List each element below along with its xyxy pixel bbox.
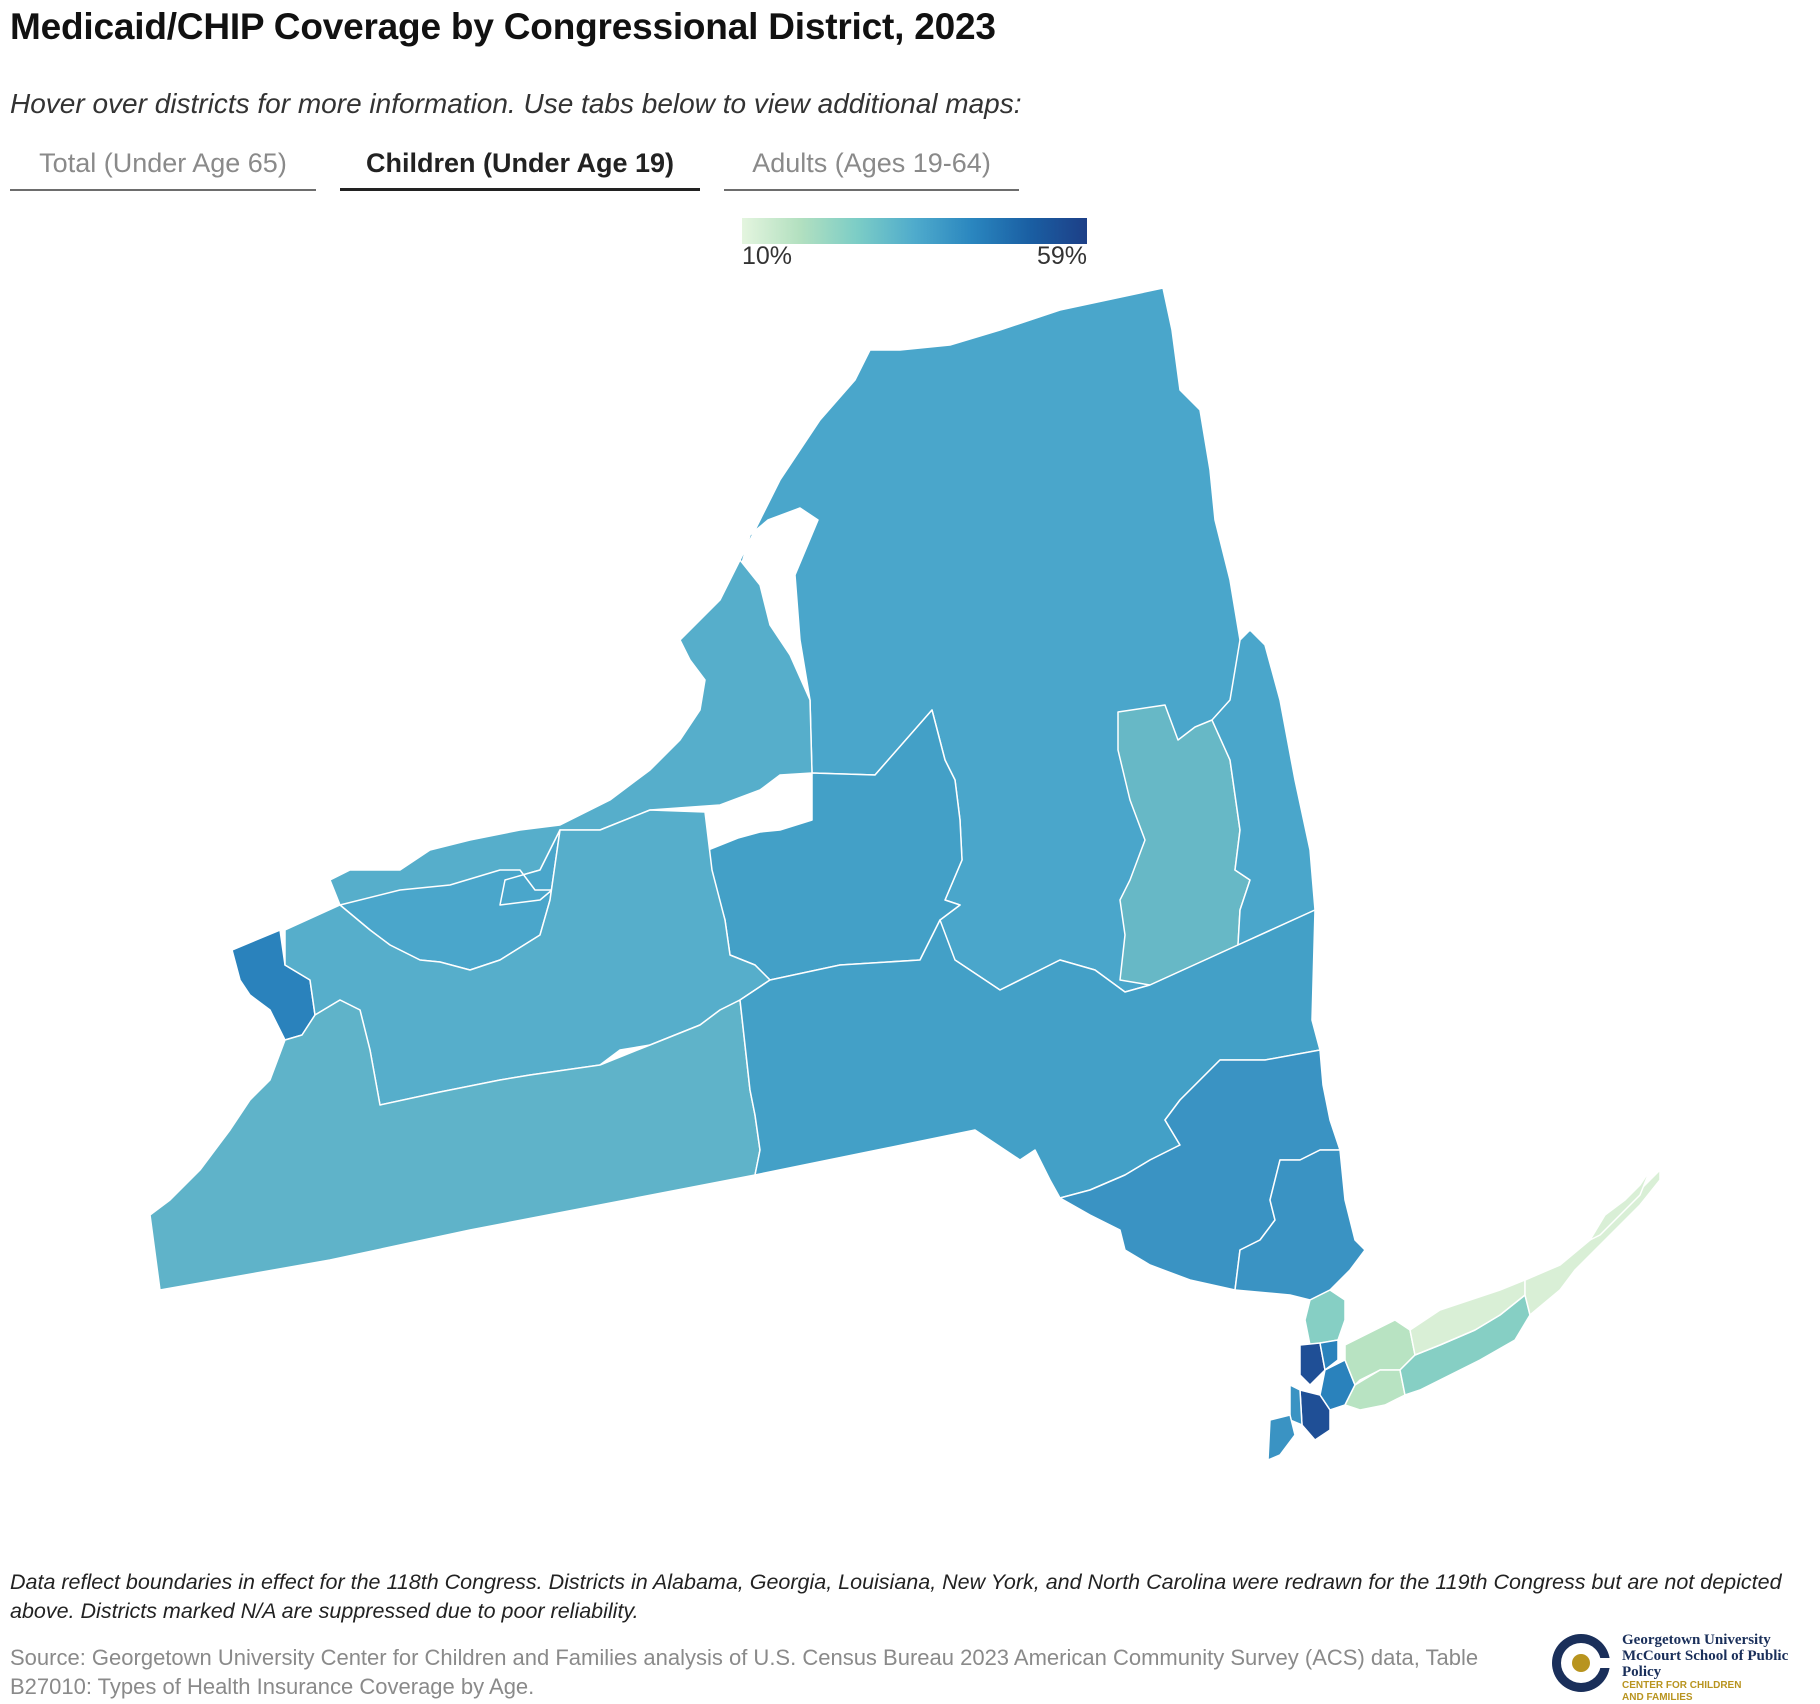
legend-gradient-bar — [742, 218, 1087, 244]
source-note: Source: Georgetown University Center for… — [10, 1645, 1479, 1699]
map-subtitle: Hover over districts for more informatio… — [10, 88, 1022, 119]
district-lower-westchester[interactable] — [1304, 1289, 1346, 1346]
logo-university: Georgetown University — [1622, 1632, 1771, 1648]
district-south-queens[interactable] — [1289, 1384, 1303, 1426]
district-north-fork[interactable] — [1589, 1169, 1651, 1241]
district-map — [149, 287, 1661, 1461]
logo-center-line1: CENTER FOR CHILDREN — [1622, 1680, 1742, 1691]
tab-total-under-65[interactable]: Total (Under Age 65) — [10, 143, 316, 191]
district-bronx[interactable] — [1299, 1342, 1326, 1386]
district-east-hudson[interactable] — [1211, 629, 1316, 946]
boundary-footnote: Data reflect boundaries in effect for th… — [10, 1570, 1782, 1623]
page-title: Medicaid/CHIP Coverage by Congressional … — [10, 6, 996, 47]
district-westchester[interactable] — [1234, 1149, 1366, 1301]
color-legend: 10% 59% — [742, 218, 1087, 270]
district-manhattan[interactable] — [1319, 1339, 1339, 1371]
logo-center-line2: AND FAMILIES — [1622, 1692, 1693, 1703]
georgetown-logo: Georgetown University McCourt School of … — [1550, 1630, 1815, 1703]
legend-max-label: 59% — [1036, 242, 1087, 270]
district-staten-island[interactable] — [1267, 1414, 1296, 1461]
ccf-logo-icon — [1552, 1634, 1611, 1692]
tab-adults-19-64[interactable]: Adults (Ages 19-64) — [724, 143, 1019, 191]
legend-min-label: 10% — [742, 242, 793, 270]
district-nassau-south[interactable] — [1344, 1369, 1406, 1411]
tab-children-under-19[interactable]: Children (Under Age 19) — [340, 143, 700, 191]
logo-school: McCourt School of Public Policy — [1622, 1648, 1789, 1680]
